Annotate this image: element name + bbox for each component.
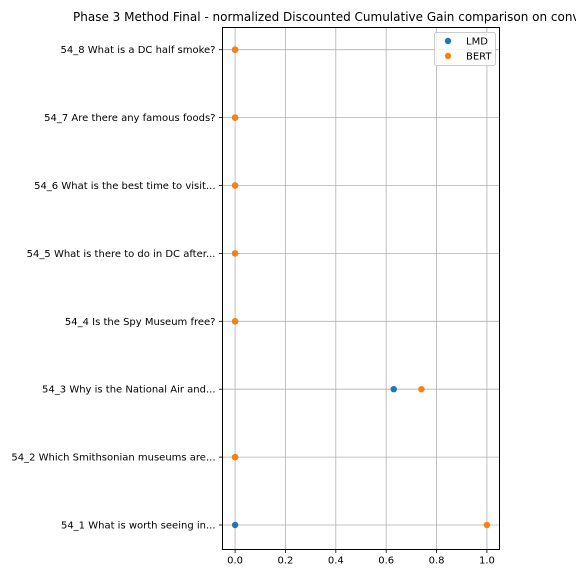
plot-frame <box>222 27 500 550</box>
plot-area <box>222 27 500 550</box>
y-tick-label: 54_8 What is a DC half smoke? <box>61 45 216 56</box>
data-point-bert <box>231 318 239 325</box>
x-tick-label: 0.6 <box>378 556 394 567</box>
legend: LMD BERT <box>434 32 496 66</box>
y-tick-label: 54_3 Why is the National Air and... <box>42 385 215 396</box>
y-tick-label: 54_5 What is there to do in DC after... <box>27 249 216 260</box>
data-point-bert <box>231 114 239 121</box>
y-tick-label: 54_2 Which Smithsonian museums are... <box>11 453 215 464</box>
x-tick-label: 0.4 <box>328 556 344 567</box>
y-tick-label: 54_6 What is the best time to visit... <box>34 181 215 192</box>
y-axis-ticks: 54_1 What is worth seeing in... 54_2 Whic… <box>11 45 223 532</box>
data-point-bert <box>418 386 425 393</box>
data-point-bert <box>231 250 239 257</box>
y-tick-label: 54_4 Is the Spy Museum free? <box>65 317 216 328</box>
data-point-bert <box>231 453 239 461</box>
data-point-bert <box>231 46 239 53</box>
data-point-lmd <box>231 521 239 529</box>
data-points <box>231 46 491 529</box>
y-tick-label: 54_7 Are there any famous foods? <box>44 113 215 124</box>
x-axis-ticks: 0.0 0.2 0.4 0.6 0.8 1.0 <box>227 549 495 567</box>
legend-label-bert: BERT <box>466 52 492 63</box>
y-tick-label: 54_1 What is worth seeing in... <box>61 521 216 532</box>
x-tick-label: 1.0 <box>479 556 495 567</box>
data-point-bert <box>483 521 491 529</box>
x-tick-label: 0.2 <box>278 556 294 567</box>
data-point-lmd <box>390 386 397 393</box>
data-point-bert <box>231 182 239 189</box>
x-tick-label: 0.0 <box>227 556 243 567</box>
x-tick-label: 0.8 <box>429 556 445 567</box>
legend-marker-lmd <box>444 37 452 45</box>
legend-label-lmd: LMD <box>466 37 488 48</box>
legend-marker-bert <box>444 52 452 60</box>
chart-title: Phase 3 Method Final - normalized Discou… <box>73 10 576 24</box>
